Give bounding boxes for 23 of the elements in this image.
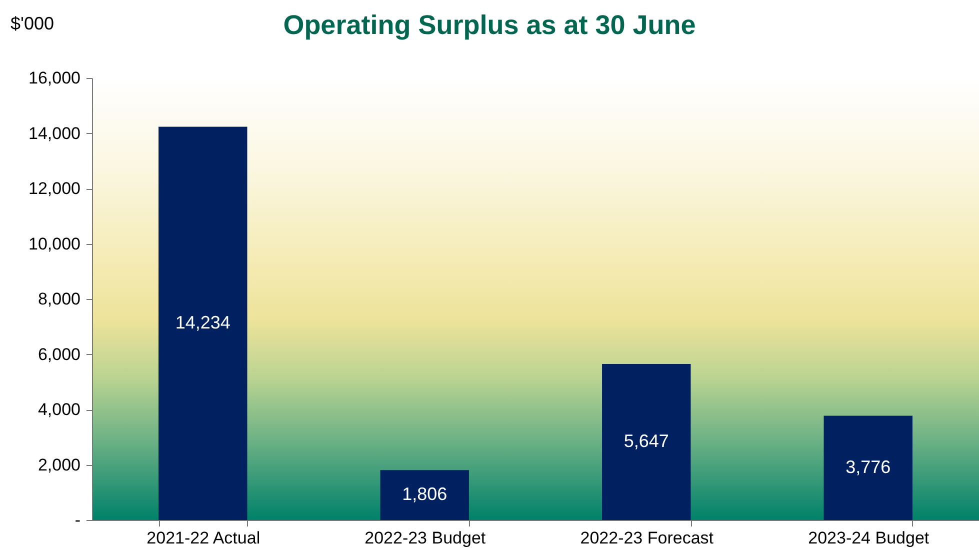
bar xyxy=(380,470,469,520)
x-tick-label: 2022-23 Budget xyxy=(364,528,486,548)
y-tick-label: 16,000 xyxy=(28,68,80,88)
y-axis-title: $'000 xyxy=(10,14,54,34)
y-tick-label: 14,000 xyxy=(28,124,80,143)
x-tick-label: 2021-22 Actual xyxy=(146,528,260,548)
y-tick-label: 12,000 xyxy=(28,179,80,198)
y-tick-label: 4,000 xyxy=(38,400,80,419)
data-label: 3,776 xyxy=(846,456,891,477)
y-tick-label: 6,000 xyxy=(38,344,80,364)
bar xyxy=(824,416,912,520)
y-tick-label: 8,000 xyxy=(38,290,80,308)
bar xyxy=(602,364,691,520)
y-tick-label: - xyxy=(74,510,80,530)
y-tick-label: 2,000 xyxy=(38,455,80,474)
bar xyxy=(158,126,248,520)
data-label: 14,234 xyxy=(175,312,230,332)
y-tick-label: 10,000 xyxy=(28,234,80,254)
data-label: 1,806 xyxy=(402,484,448,504)
x-tick-label: 2023-24 Budget xyxy=(808,528,930,548)
x-tick-label: 2022-23 Forecast xyxy=(580,528,714,548)
chart-title: Operating Surplus as at 30 June xyxy=(283,10,696,40)
data-label: 5,647 xyxy=(624,431,669,451)
